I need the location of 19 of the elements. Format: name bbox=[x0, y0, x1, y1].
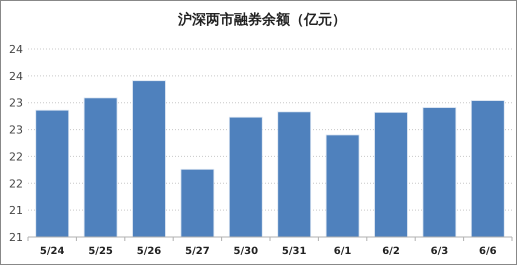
x-tick-label: 5/24 bbox=[40, 246, 65, 257]
x-tick-label: 5/27 bbox=[185, 246, 210, 257]
y-tick-label: 23 bbox=[9, 124, 23, 137]
y-tick-label: 21 bbox=[9, 204, 23, 218]
x-tick-label: 5/31 bbox=[282, 246, 307, 257]
y-tick-label: 24 bbox=[9, 70, 23, 83]
y-tick-label: 21 bbox=[9, 231, 23, 244]
x-tick-label: 5/25 bbox=[88, 246, 113, 257]
x-tick-label: 5/26 bbox=[136, 246, 162, 257]
x-tick-label: 5/30 bbox=[234, 246, 258, 257]
x-tick-label: 6/3 bbox=[430, 246, 448, 257]
y-tick-label: 22 bbox=[9, 177, 23, 190]
y-tick-label: 23 bbox=[9, 96, 23, 110]
x-tick-label: 6/1 bbox=[334, 246, 352, 257]
x-tick-label: 6/2 bbox=[382, 246, 400, 257]
y-tick-label: 22 bbox=[9, 150, 23, 164]
y-tick-label: 24 bbox=[9, 43, 23, 56]
chart-title: 沪深两市融券余额（亿元） bbox=[177, 11, 346, 28]
x-tick-label: 6/6 bbox=[479, 246, 497, 257]
